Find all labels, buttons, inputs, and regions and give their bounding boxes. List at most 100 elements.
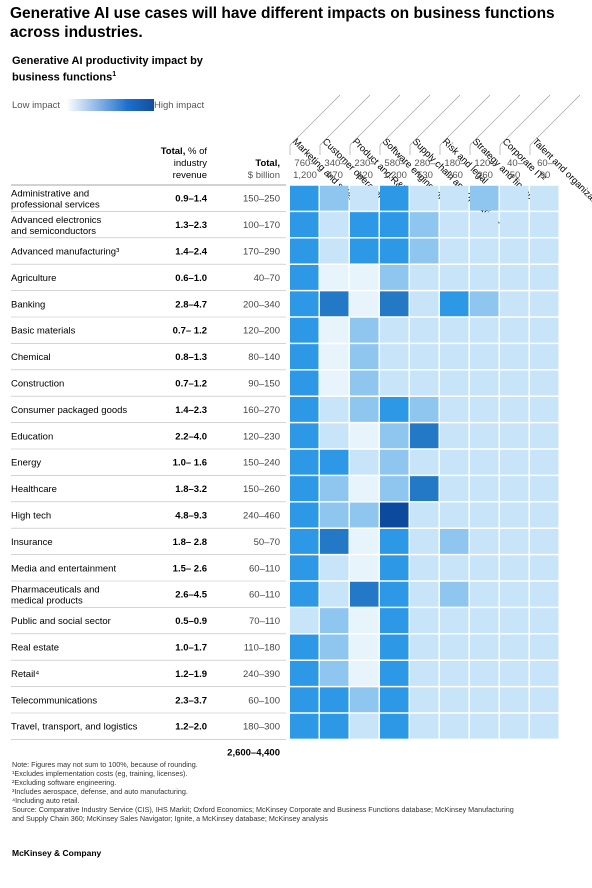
heatmap-cell-4-1	[320, 291, 349, 317]
heatmap-cell-12-7	[500, 502, 529, 528]
heatmap-cell-8-3	[380, 396, 409, 422]
legend-gradient-bar	[66, 99, 154, 111]
heatmap-cell-10-2	[350, 449, 379, 475]
bn-header-title: Total,	[255, 158, 280, 169]
function-total-top-4: 280–	[414, 158, 436, 169]
heatmap-cell-13-0	[290, 528, 319, 554]
industry-label-13: Insurance	[11, 537, 53, 548]
heatmap-cell-13-3	[380, 528, 409, 554]
industry-pct-0: 0.9–1.4	[175, 194, 207, 205]
heatmap-cell-4-3	[380, 291, 409, 317]
heatmap-cell-18-6	[470, 660, 499, 686]
grand-total: 2,600–4,400	[227, 747, 280, 758]
heatmap-cell-1-3	[380, 212, 409, 238]
industry-bn-19: 60–100	[248, 695, 280, 706]
heatmap-cell-14-0	[290, 555, 319, 581]
heatmap-cell-11-3	[380, 476, 409, 502]
heatmap-cell-18-0	[290, 660, 319, 686]
heatmap-cell-19-8	[530, 687, 559, 713]
heatmap-cell-20-4	[410, 713, 439, 739]
heatmap-cell-16-4	[410, 608, 439, 634]
industry-pct-20: 1.2–2.0	[175, 722, 207, 733]
heatmap-cell-18-1	[320, 660, 349, 686]
heatmap-cell-10-7	[500, 449, 529, 475]
heatmap-cell-17-4	[410, 634, 439, 660]
heatmap-cell-19-0	[290, 687, 319, 713]
heatmap-cell-17-0	[290, 634, 319, 660]
heatmap-cell-9-4	[410, 423, 439, 449]
heatmap-cell-9-6	[470, 423, 499, 449]
heatmap-cell-9-5	[440, 423, 469, 449]
industry-bn-0: 150–250	[243, 194, 280, 205]
heatmap-cell-0-3	[380, 185, 409, 211]
heatmap-cell-16-2	[350, 608, 379, 634]
heatmap-cell-9-1	[320, 423, 349, 449]
heatmap-cell-3-2	[350, 264, 379, 290]
industry-bn-15: 60–110	[249, 590, 280, 601]
heatmap-cell-3-4	[410, 264, 439, 290]
note-3: ³Includes aerospace, defense, and auto m…	[12, 787, 188, 796]
function-total-bottom-2: 420	[357, 170, 373, 181]
heatmap-cell-13-5	[440, 528, 469, 554]
heatmap-cell-1-8	[530, 212, 559, 238]
footnotes: Note: Figures may not sum to 100%, becau…	[12, 760, 572, 823]
heatmap-cell-9-2	[350, 423, 379, 449]
heatmap-cell-15-8	[530, 581, 559, 607]
heatmap-cell-6-4	[410, 344, 439, 370]
heatmap-cell-5-5	[440, 317, 469, 343]
function-total-bottom-6: 260	[477, 170, 493, 181]
function-total-top-5: 180–	[444, 158, 466, 169]
heatmap-cell-16-3	[380, 608, 409, 634]
industry-label-4: Banking	[11, 299, 45, 310]
heatmap-cell-7-1	[320, 370, 349, 396]
heatmap-cell-12-0	[290, 502, 319, 528]
heatmap-cell-17-7	[500, 634, 529, 660]
industry-bn-9: 120–230	[243, 431, 280, 442]
industry-pct-14: 1.5– 2.6	[173, 563, 207, 574]
industry-label-15-line2: medical products	[11, 596, 83, 607]
industry-bn-4: 200–340	[243, 299, 280, 310]
industry-bn-18: 240–390	[243, 669, 280, 680]
heatmap-cell-18-8	[530, 660, 559, 686]
heatmap-cell-9-0	[290, 423, 319, 449]
heatmap-cell-1-4	[410, 212, 439, 238]
industry-bn-6: 80–140	[248, 352, 280, 363]
industry-pct-18: 1.2–1.9	[175, 669, 207, 680]
heatmap-cell-13-7	[500, 528, 529, 554]
heatmap-cell-16-1	[320, 608, 349, 634]
industry-pct-9: 2.2–4.0	[175, 431, 207, 442]
heatmap-cell-18-2	[350, 660, 379, 686]
industry-bn-3: 40–70	[254, 273, 280, 284]
heatmap-cell-3-8	[530, 264, 559, 290]
heatmap-cell-20-0	[290, 713, 319, 739]
legend-high-label: High impact	[154, 100, 205, 111]
industry-label-7: Construction	[11, 379, 64, 390]
heatmap-cell-14-6	[470, 555, 499, 581]
function-total-bottom-0: 1,200	[293, 170, 317, 181]
heatmap-cell-19-6	[470, 687, 499, 713]
heatmap-cell-8-6	[470, 396, 499, 422]
industry-label-0-line1: Administrative and	[11, 189, 89, 200]
heatmap-cell-15-3	[380, 581, 409, 607]
heatmap-cell-14-1	[320, 555, 349, 581]
heatmap-cell-4-7	[500, 291, 529, 317]
industry-pct-5: 0.7– 1.2	[173, 326, 207, 337]
heatmap-cell-8-1	[320, 396, 349, 422]
pct-header-rest: % of	[188, 146, 207, 157]
heatmap-cell-1-6	[470, 212, 499, 238]
heatmap-cell-7-4	[410, 370, 439, 396]
heatmap-cell-8-0	[290, 396, 319, 422]
industry-pct-8: 1.4–2.3	[175, 405, 207, 416]
heatmap-cell-14-8	[530, 555, 559, 581]
pct-header-line2: industry	[174, 158, 208, 169]
subtitle-footnote-marker: 1	[112, 71, 117, 78]
heatmap-cell-0-7	[500, 185, 529, 211]
heatmap-cell-16-7	[500, 608, 529, 634]
industry-pct-3: 0.6–1.0	[175, 273, 207, 284]
heatmap-cell-10-8	[530, 449, 559, 475]
function-diagonal-0	[289, 94, 341, 146]
industry-pct-11: 1.8–3.2	[175, 484, 207, 495]
heatmap-cell-0-0	[290, 185, 319, 211]
heatmap-cell-0-1	[320, 185, 349, 211]
heatmap-cell-18-3	[380, 660, 409, 686]
